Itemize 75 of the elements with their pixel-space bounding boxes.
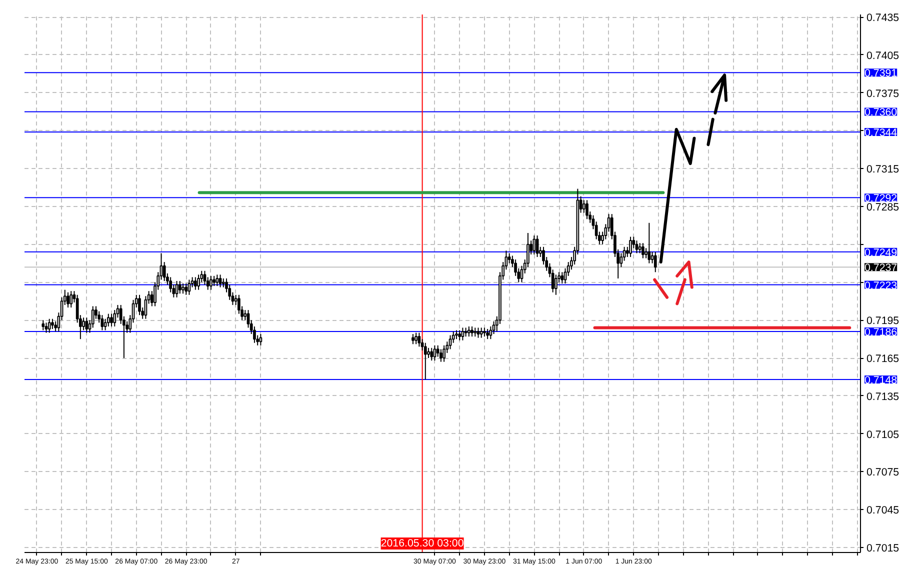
- ref-line-label: 0.7249: [864, 246, 898, 259]
- y-tick-label: 0.7045: [866, 504, 900, 517]
- candlestick: [212, 275, 216, 287]
- candlestick: [458, 330, 462, 341]
- candlestick: [178, 280, 182, 294]
- candlestick: [642, 242, 644, 259]
- ref-line-label: 0.7360: [864, 106, 898, 119]
- y-tick-label: 0.7105: [866, 428, 900, 441]
- candlestick: [44, 322, 48, 334]
- candlestick: [532, 235, 536, 255]
- candlestick: [638, 242, 642, 254]
- candlestick: [554, 274, 558, 296]
- candlestick: [184, 283, 188, 296]
- ref-line-label: 2016.05.30 03:00: [380, 538, 464, 550]
- candlestick: [635, 240, 638, 254]
- candlestick: [42, 320, 45, 331]
- candlestick: [650, 251, 654, 264]
- candlestick: [100, 314, 104, 331]
- candlestick: [648, 222, 651, 264]
- y-tick-label: 0.7075: [866, 466, 900, 479]
- y-tick-label: 0.7375: [866, 88, 900, 100]
- candlestick: [440, 348, 442, 362]
- candlestick: [418, 332, 421, 348]
- candlestick: [486, 328, 489, 340]
- candlestick: [414, 332, 418, 345]
- candlestick: [48, 318, 51, 334]
- candlestick: [197, 274, 200, 290]
- candlestick: [188, 279, 191, 296]
- candlestick: [442, 344, 446, 362]
- candlestick: [586, 200, 588, 220]
- candlestick: [508, 252, 511, 264]
- y-tick-label: 0.7165: [866, 353, 900, 366]
- y-tick-label: 0.7195: [866, 315, 900, 328]
- ref-line-label: 0.7186: [864, 326, 898, 338]
- y-tick-label: 0.7435: [866, 12, 900, 24]
- candlestick: [51, 318, 54, 330]
- candlestick: [182, 283, 184, 294]
- candlestick: [470, 326, 474, 338]
- y-tick-label: 0.7315: [866, 164, 900, 176]
- candlestick: [244, 310, 247, 321]
- ref-line-label: 0.7148: [864, 374, 898, 386]
- candlestick: [82, 317, 85, 331]
- candlestick: [210, 275, 212, 290]
- candlestick: [644, 248, 648, 259]
- y-tick-label: 0.7405: [866, 50, 900, 62]
- candlestick: [654, 251, 657, 273]
- candlestick: [427, 347, 430, 359]
- y-tick-label: 0.7135: [866, 390, 900, 403]
- candlestick: [110, 313, 113, 327]
- candlestick: [194, 276, 197, 290]
- ref-line-label: 0.7237: [864, 262, 898, 274]
- candlestick: [138, 294, 141, 316]
- candlestick: [218, 274, 222, 288]
- candlestick: [467, 326, 470, 338]
- candlestick: [560, 272, 564, 284]
- candlestick: [582, 200, 586, 214]
- candlestick: [424, 342, 427, 380]
- candlestick: [70, 290, 73, 308]
- candlestick: [85, 317, 88, 334]
- candlestick: [430, 347, 434, 362]
- candlestick: [489, 326, 492, 340]
- candlestick: [412, 334, 414, 345]
- ref-line-label: 0.7391: [864, 68, 898, 80]
- ref-line-label: 0.7223: [864, 280, 898, 292]
- candlestick: [629, 236, 632, 258]
- ref-line-label: 0.7344: [864, 126, 898, 139]
- candlestick: [476, 327, 480, 338]
- candlestick: [106, 313, 110, 327]
- candlestick: [492, 320, 496, 335]
- candlestick: [104, 318, 107, 331]
- candlestick: [448, 334, 452, 350]
- candlestick: [480, 327, 483, 338]
- candlestick: [66, 292, 70, 308]
- y-tick-label: 0.7015: [866, 542, 900, 554]
- candlestick: [461, 327, 464, 341]
